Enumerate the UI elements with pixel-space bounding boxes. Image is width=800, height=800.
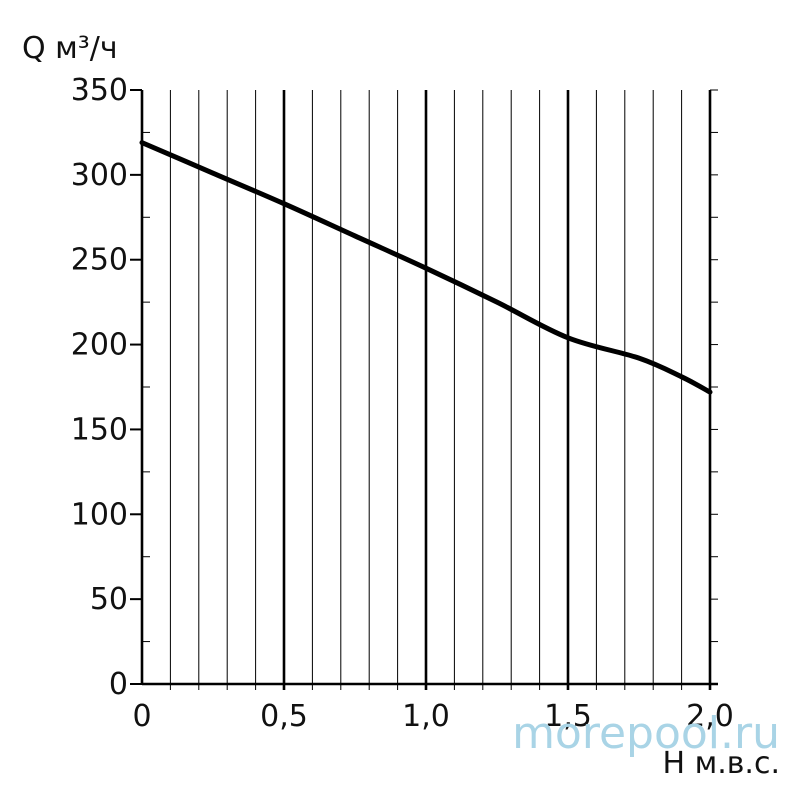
- x-tick-labels: 0 0,5 1,0 1,5 2,0: [132, 699, 733, 734]
- series-line: [139, 140, 713, 395]
- grid: [142, 89, 718, 690]
- x-tick-label: 2,0: [686, 699, 734, 734]
- y-tick-label: 350: [71, 73, 128, 108]
- y-tick-label: 0: [109, 667, 128, 702]
- watermark: morepool.ru: [512, 708, 780, 759]
- axes: [140, 90, 718, 686]
- x-tick-label: 0: [132, 699, 151, 734]
- y-tick-label: 150: [71, 412, 128, 447]
- x-axis-title: H м.в.с.: [662, 746, 780, 781]
- y-axis-title: Q м³/ч: [22, 31, 118, 66]
- y-tick-label: 300: [71, 158, 128, 193]
- y-tick-labels: 0 50 100 150 200 250 300 350: [71, 73, 142, 702]
- x-tick-label: 1,0: [402, 699, 450, 734]
- y-tick-label: 100: [71, 497, 128, 532]
- x-tick-label: 1,5: [544, 699, 592, 734]
- y-tick-label: 250: [71, 243, 128, 278]
- x-tick-label: 0,5: [260, 699, 308, 734]
- y-tick-label: 200: [71, 328, 128, 363]
- y-tick-label: 50: [90, 582, 128, 617]
